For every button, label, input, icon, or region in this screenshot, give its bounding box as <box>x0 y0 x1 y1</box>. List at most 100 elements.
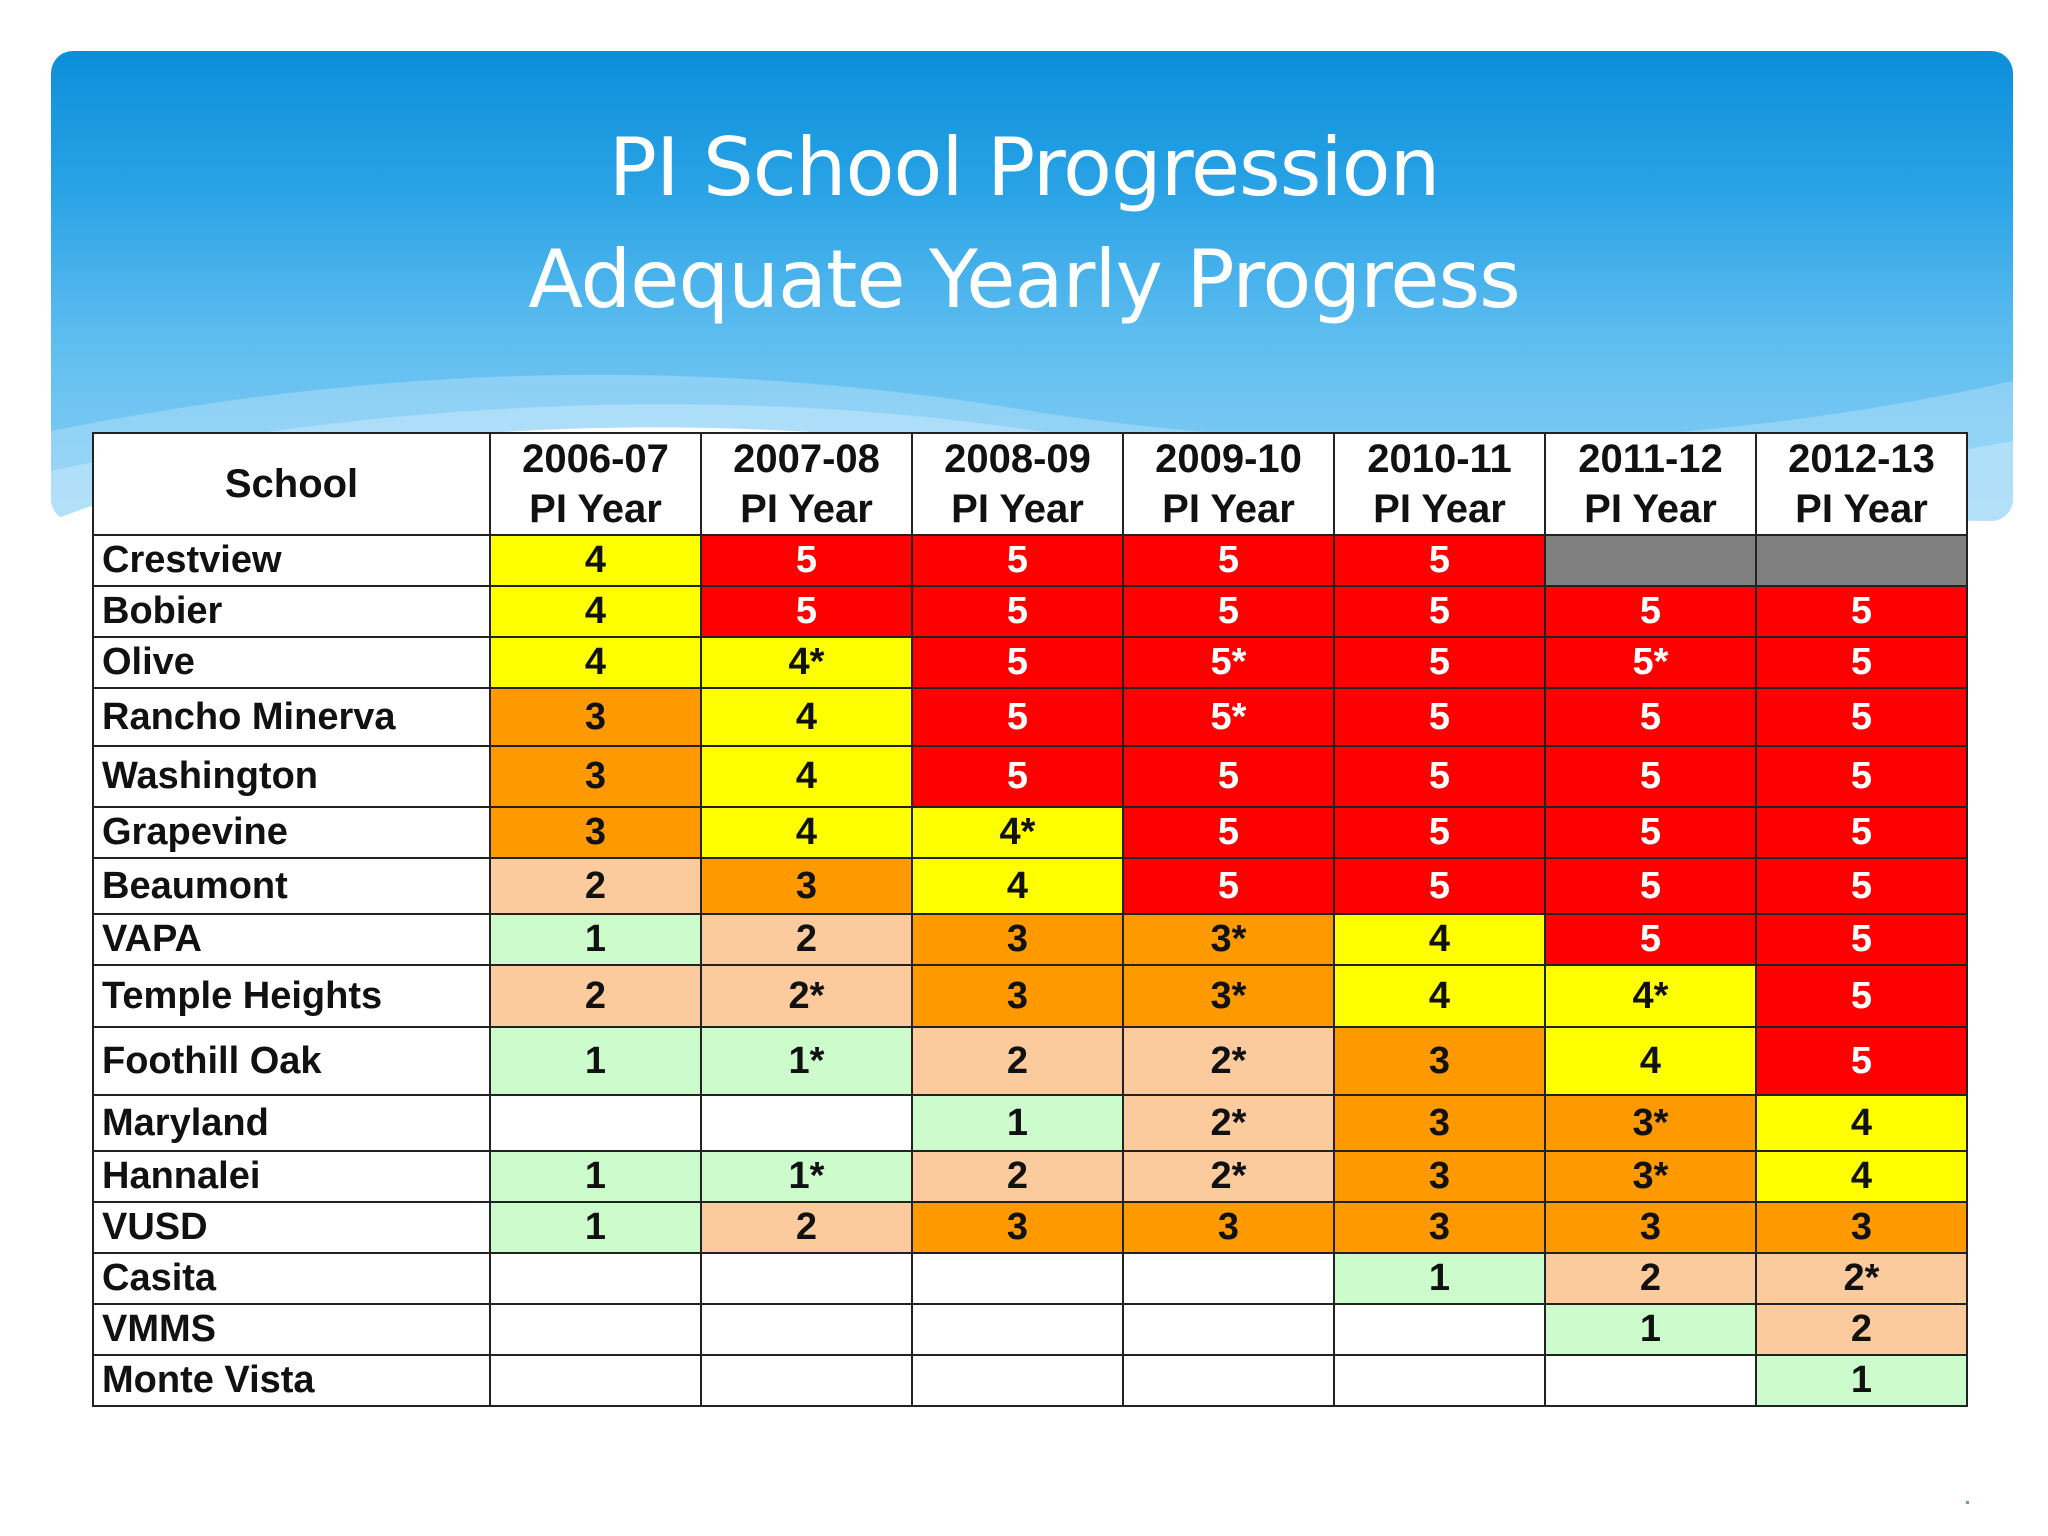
table-row: Washington 3 4 5 5 5 5 5 <box>92 745 1968 808</box>
table-row: Rancho Minerva 3 4 5 5* 5 5 5 <box>92 687 1968 747</box>
pi-level-cell: 5 <box>1755 806 1968 859</box>
school-name-cell: VMMS <box>92 1303 491 1356</box>
pi-level-cell: 4 <box>700 806 913 859</box>
pi-level-cell: 3 <box>1122 1201 1335 1254</box>
pi-level-cell: 3 <box>1333 1201 1546 1254</box>
pi-level-cell: 4 <box>1333 964 1546 1028</box>
header-pi-year-label: PI Year <box>740 487 873 531</box>
pi-level-cell: 5 <box>1122 745 1335 808</box>
pi-level-cell: 1* <box>700 1026 913 1096</box>
pi-level-cell <box>1544 1354 1757 1407</box>
pi-level-cell: 3 <box>1755 1201 1968 1254</box>
pi-level-cell <box>1122 1354 1335 1407</box>
corner-dot <box>1966 1501 1969 1504</box>
school-name-cell: Beaumont <box>92 857 491 915</box>
table-row: Crestview 4 5 5 5 5 <box>92 534 1968 587</box>
school-name-cell: VAPA <box>92 913 491 966</box>
pi-level-cell <box>489 1354 702 1407</box>
pi-level-cell: 2* <box>1755 1252 1968 1305</box>
table-row: VMMS 1 2 <box>92 1303 1968 1356</box>
school-name-cell: Foothill Oak <box>92 1026 491 1096</box>
header-pi-year-label: PI Year <box>951 487 1084 531</box>
header-year-7: 2012-13 PI Year <box>1755 432 1968 536</box>
pi-level-cell: 5 <box>1333 857 1546 915</box>
pi-level-cell: 5 <box>1333 806 1546 859</box>
pi-level-cell <box>700 1354 913 1407</box>
pi-level-cell: 3 <box>489 687 702 747</box>
pi-level-cell: 5 <box>911 585 1124 638</box>
pi-level-cell: 1 <box>1333 1252 1546 1305</box>
pi-level-cell: 5 <box>1544 857 1757 915</box>
pi-level-cell <box>911 1354 1124 1407</box>
school-name-cell: Rancho Minerva <box>92 687 491 747</box>
pi-level-cell: 3 <box>1333 1026 1546 1096</box>
school-name-cell: Casita <box>92 1252 491 1305</box>
pi-level-cell: 1 <box>1544 1303 1757 1356</box>
pi-level-cell: 1 <box>1755 1354 1968 1407</box>
table-row: Hannalei 1 1* 2 2* 3 3* 4 <box>92 1150 1968 1203</box>
pi-level-cell: 5 <box>1755 636 1968 689</box>
pi-level-cell: 5 <box>1544 806 1757 859</box>
pi-level-cell: 2 <box>1755 1303 1968 1356</box>
pi-level-cell: 5 <box>1544 745 1757 808</box>
pi-level-cell: 4 <box>489 534 702 587</box>
pi-level-cell: 3* <box>1544 1094 1757 1152</box>
pi-level-cell: 4 <box>1544 1026 1757 1096</box>
header-year-label: 2012-13 <box>1788 437 1935 481</box>
title-line-1: PI School Progression <box>608 121 1441 214</box>
pi-level-cell: 5* <box>1544 636 1757 689</box>
pi-level-cell: 4 <box>911 857 1124 915</box>
pi-level-cell: 5 <box>911 636 1124 689</box>
table-row: Casita 1 2 2* <box>92 1252 1968 1305</box>
pi-level-cell: 3 <box>911 964 1124 1028</box>
pi-level-cell: 5 <box>1333 534 1546 587</box>
pi-level-cell: 5 <box>1544 913 1757 966</box>
pi-progression-table: School 2006-07 PI Year 2007-08 PI Year 2008-0… <box>92 432 1968 1407</box>
pi-level-cell <box>1755 534 1968 587</box>
table-row: Foothill Oak 1 1* 2 2* 3 4 5 <box>92 1026 1968 1096</box>
pi-level-cell: 2* <box>700 964 913 1028</box>
header-year-label: 2009-10 <box>1155 437 1302 481</box>
header-year-label: 2007-08 <box>733 437 880 481</box>
school-name-cell: Monte Vista <box>92 1354 491 1407</box>
school-name-cell: Temple Heights <box>92 964 491 1028</box>
pi-level-cell: 3 <box>911 1201 1124 1254</box>
title-line-2: Adequate Yearly Progress <box>528 233 1521 326</box>
pi-level-cell: 1 <box>489 1150 702 1203</box>
pi-level-cell: 3 <box>911 913 1124 966</box>
header-year-4: 2009-10 PI Year <box>1122 432 1335 536</box>
pi-level-cell <box>1333 1303 1546 1356</box>
table-row: Beaumont 2 3 4 5 5 5 5 <box>92 857 1968 915</box>
pi-level-cell: 2 <box>700 1201 913 1254</box>
pi-level-cell: 4 <box>700 687 913 747</box>
pi-level-cell: 2 <box>700 913 913 966</box>
pi-level-cell: 5 <box>1333 636 1546 689</box>
header-year-5: 2010-11 PI Year <box>1333 432 1546 536</box>
pi-level-cell <box>1333 1354 1546 1407</box>
pi-level-cell: 2* <box>1122 1094 1335 1152</box>
header-year-6: 2011-12 PI Year <box>1544 432 1757 536</box>
header-school-label: School <box>224 462 359 506</box>
pi-level-cell: 5 <box>1333 687 1546 747</box>
pi-level-cell: 4* <box>911 806 1124 859</box>
pi-level-cell: 4 <box>1333 913 1546 966</box>
pi-level-cell: 5 <box>700 585 913 638</box>
pi-level-cell: 5 <box>1755 857 1968 915</box>
pi-level-cell: 5 <box>911 745 1124 808</box>
pi-level-cell: 3* <box>1122 913 1335 966</box>
header-year-label: 2006-07 <box>522 437 669 481</box>
pi-level-cell: 5 <box>911 687 1124 747</box>
pi-level-cell: 4* <box>700 636 913 689</box>
school-name-cell: Olive <box>92 636 491 689</box>
pi-level-cell: 5 <box>1122 534 1335 587</box>
pi-level-cell: 1 <box>489 913 702 966</box>
pi-level-cell: 5 <box>700 534 913 587</box>
pi-level-cell: 1 <box>911 1094 1124 1152</box>
pi-level-cell: 2 <box>911 1026 1124 1096</box>
header-year-label: 2011-12 <box>1578 437 1723 481</box>
table-row: Olive 4 4* 5 5* 5 5* 5 <box>92 636 1968 689</box>
pi-level-cell: 4* <box>1544 964 1757 1028</box>
header-year-1: 2006-07 PI Year <box>489 432 702 536</box>
school-name-cell: Crestview <box>92 534 491 587</box>
pi-level-cell: 5 <box>1333 585 1546 638</box>
